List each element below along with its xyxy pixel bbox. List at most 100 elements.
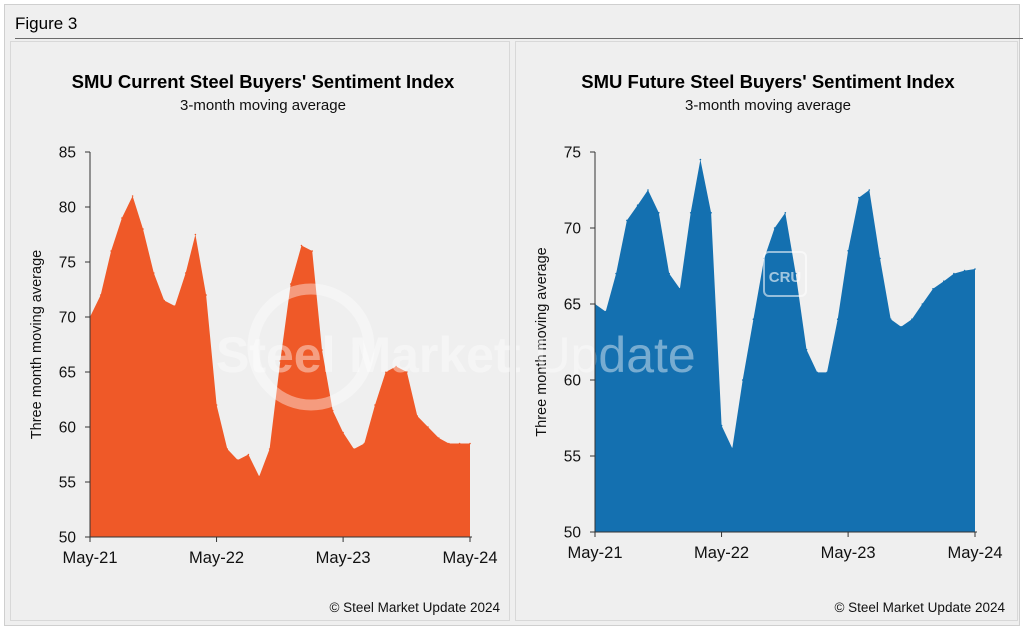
y-axis-label: Three month moving average <box>534 247 550 436</box>
data-point <box>226 448 229 450</box>
chart-title: SMU Future Steel Buyers' Sentiment Index <box>581 71 955 92</box>
y-tick-label: 55 <box>59 475 76 492</box>
data-point <box>289 283 292 285</box>
chart-subtitle: 3-month moving average <box>685 97 851 114</box>
x-tick-label: May-21 <box>567 544 622 562</box>
data-point <box>363 442 366 445</box>
data-point <box>615 272 617 275</box>
data-point <box>911 318 913 321</box>
data-point <box>668 272 670 275</box>
data-point <box>258 475 260 478</box>
y-tick-label: 65 <box>564 297 581 314</box>
series-area <box>595 159 975 532</box>
y-axis-label: Three month moving average <box>29 250 45 439</box>
data-point <box>720 424 723 427</box>
data-point <box>710 212 712 214</box>
data-point <box>174 305 176 307</box>
data-point <box>121 217 123 219</box>
figure-label: Figure 3 <box>15 14 78 33</box>
data-point <box>163 299 165 302</box>
watermark-text: Steel Market Update <box>516 327 696 383</box>
watermark-light: Update <box>521 327 696 383</box>
watermark-badge-text: CRU <box>769 269 802 286</box>
data-point <box>416 415 419 417</box>
data-point <box>858 196 860 199</box>
data-point <box>142 228 144 230</box>
y-tick-label: 70 <box>59 310 77 327</box>
data-point <box>731 447 734 450</box>
y-tick-label: 60 <box>564 373 582 390</box>
data-point <box>184 272 187 274</box>
current-sentiment-chart: SMU Current Steel Buyers' Sentiment Inde… <box>29 71 511 615</box>
data-point <box>816 371 818 374</box>
data-point <box>794 272 797 275</box>
data-point <box>448 442 450 445</box>
data-point <box>974 268 976 270</box>
chart-panel-current: SMU Current Steel Buyers' Sentiment Inde… <box>10 41 511 621</box>
data-point <box>438 437 440 439</box>
y-tick-label: 80 <box>59 200 77 217</box>
data-point <box>826 371 828 374</box>
data-point <box>215 404 218 406</box>
data-point <box>427 426 429 428</box>
data-point <box>658 212 660 214</box>
watermark-badge: CRU <box>763 251 807 297</box>
data-point <box>647 189 649 191</box>
data-point <box>458 442 461 445</box>
data-point <box>626 219 628 222</box>
x-tick-label: May-24 <box>442 549 497 567</box>
data-point <box>131 195 134 197</box>
data-point <box>384 371 387 373</box>
data-point <box>153 272 155 274</box>
watermark-badge-box <box>763 251 807 297</box>
y-tick-label: 60 <box>59 420 77 437</box>
future-sentiment-chart: SMU Future Steel Buyers' Sentiment Index… <box>516 71 1005 615</box>
data-point <box>868 189 871 191</box>
data-point <box>268 448 271 450</box>
data-point <box>406 371 408 373</box>
data-point <box>247 453 250 456</box>
figure-divider <box>15 38 1023 39</box>
watermark-bold: Steel Market <box>516 327 521 383</box>
data-point <box>900 326 902 328</box>
watermark-bold: Steel Market <box>216 327 511 383</box>
y-tick-label: 75 <box>59 255 76 272</box>
x-tick-label: May-21 <box>62 549 117 567</box>
x-tick-label: May-22 <box>189 549 244 567</box>
data-point <box>395 365 397 368</box>
y-tick-label: 85 <box>59 145 76 162</box>
data-point <box>469 442 471 445</box>
data-point <box>331 409 334 412</box>
x-tick-label: May-23 <box>316 549 371 567</box>
data-point <box>943 280 945 282</box>
data-point <box>110 250 112 252</box>
y-tick-label: 75 <box>564 145 581 162</box>
data-point <box>741 379 744 381</box>
data-point <box>353 448 355 450</box>
data-point <box>342 431 344 434</box>
y-tick-label: 70 <box>564 221 582 238</box>
data-point <box>836 318 839 321</box>
data-point <box>784 212 787 214</box>
y-tick-label: 65 <box>59 365 76 382</box>
data-point <box>932 288 934 290</box>
data-point <box>636 204 639 206</box>
y-tick-label: 50 <box>564 525 582 542</box>
series-area <box>90 196 470 537</box>
data-point <box>689 212 692 214</box>
data-point <box>374 404 376 406</box>
data-point <box>279 360 282 362</box>
data-point <box>752 318 755 321</box>
data-point <box>604 310 607 313</box>
data-point <box>773 227 776 229</box>
data-point <box>889 318 892 321</box>
data-point <box>311 250 314 252</box>
watermark-text: Steel Market Update <box>216 327 511 383</box>
data-point <box>99 294 102 296</box>
copyright-note: © Steel Market Update 2024 <box>329 600 500 615</box>
data-point <box>321 349 323 351</box>
data-point <box>699 158 702 161</box>
data-point <box>879 257 881 260</box>
y-tick-label: 55 <box>564 449 581 466</box>
data-point <box>300 244 303 247</box>
